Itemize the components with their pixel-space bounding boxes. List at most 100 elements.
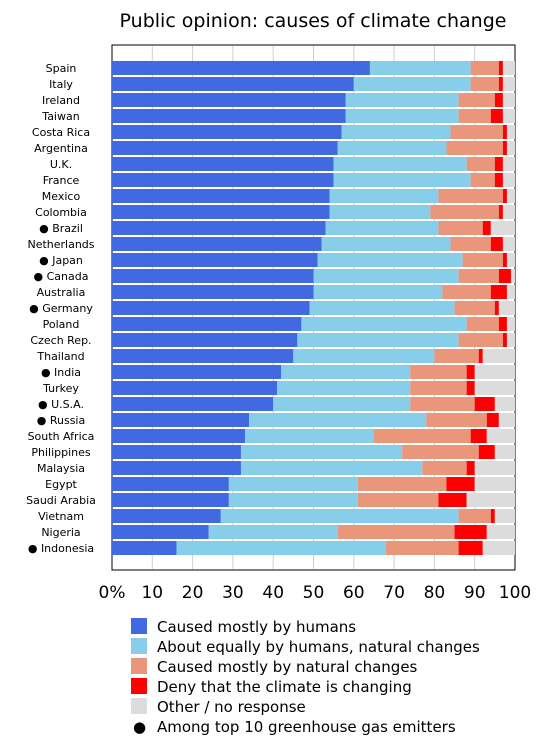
bar-segment — [112, 381, 278, 395]
bar-segment — [341, 125, 451, 139]
category-label: ● Germany — [29, 302, 93, 315]
bar-segment — [112, 93, 346, 107]
bar-segment — [494, 301, 499, 315]
bar-segment — [112, 477, 229, 491]
category-label: Mexico — [42, 190, 81, 203]
x-tick-label: 50 — [303, 583, 325, 603]
bar-segment — [494, 509, 515, 523]
bar-segment — [486, 525, 515, 539]
category-label: Italy — [49, 78, 73, 91]
bar-segment — [458, 333, 503, 347]
bar-segment — [486, 429, 515, 443]
bar-segment — [506, 253, 515, 267]
bar-segment — [462, 253, 503, 267]
bar-segment — [438, 493, 467, 507]
bar-segment — [112, 253, 318, 267]
bar-segment — [490, 221, 515, 235]
category-label: Vietnam — [38, 510, 84, 523]
bar-segment — [410, 397, 475, 411]
bar-segment — [337, 525, 455, 539]
bar-segment — [506, 317, 515, 331]
bar-segment — [506, 285, 515, 299]
bar-segment — [490, 109, 503, 123]
bar-segment — [208, 525, 338, 539]
x-axis-ticks: 0% 10 20 30 40 50 60 70 80 90 100 — [99, 583, 532, 603]
bar-segment — [422, 461, 467, 475]
category-label: ● India — [41, 366, 81, 379]
bar-segment — [438, 221, 483, 235]
bar-segment — [228, 477, 358, 491]
bar-segment — [112, 509, 221, 523]
bar-segment — [112, 397, 274, 411]
bar-segment — [112, 541, 177, 555]
bar-segment — [490, 509, 495, 523]
legend: Caused mostly by humans About equally by … — [131, 618, 480, 736]
bar-segment — [502, 205, 515, 219]
bar-segment — [321, 237, 451, 251]
bar-segment — [470, 173, 495, 187]
bar-segment — [410, 365, 467, 379]
bar-segment — [112, 429, 245, 443]
bar-segment — [112, 61, 370, 75]
legend-swatch — [131, 618, 147, 634]
bar-segment — [112, 445, 241, 459]
bar-segment — [494, 157, 503, 171]
bar-segment — [325, 221, 439, 235]
bar-segment — [498, 77, 503, 91]
bar-segment — [482, 541, 515, 555]
bar-segment — [345, 93, 459, 107]
legend-marker: ● — [133, 718, 146, 736]
bar-segment — [458, 509, 491, 523]
bar-segment — [498, 61, 503, 75]
bars — [112, 61, 515, 555]
bar-segment — [498, 317, 507, 331]
bar-segment — [430, 205, 499, 219]
x-tick-label: 70 — [383, 583, 405, 603]
bar-segment — [494, 397, 515, 411]
bar-segment — [309, 301, 455, 315]
x-tick-label: 60 — [343, 583, 365, 603]
category-label: Taiwan — [41, 110, 79, 123]
bar-segment — [498, 205, 503, 219]
x-tick-label: 40 — [262, 583, 284, 603]
category-label: Egypt — [45, 478, 77, 491]
category-label: France — [43, 174, 80, 187]
bar-segment — [228, 493, 358, 507]
bar-segment — [506, 333, 515, 347]
bar-segment — [506, 141, 515, 155]
category-label: ● Canada — [34, 270, 89, 283]
bar-segment — [333, 173, 471, 187]
bar-segment — [482, 349, 515, 363]
bar-segment — [466, 365, 475, 379]
bar-segment — [240, 461, 423, 475]
bar-segment — [112, 413, 250, 427]
bar-segment — [478, 445, 495, 459]
bar-segment — [458, 269, 499, 283]
category-label: Czech Rep. — [30, 334, 91, 347]
bar-segment — [112, 285, 314, 299]
bar-segment — [357, 493, 439, 507]
bar-segment — [510, 269, 515, 283]
bar-segment — [498, 269, 511, 283]
bar-segment — [112, 317, 302, 331]
bar-segment — [402, 445, 479, 459]
bar-segment — [373, 429, 471, 443]
legend-swatch — [131, 658, 147, 674]
bar-segment — [297, 333, 459, 347]
bar-segment — [317, 253, 463, 267]
category-label: Spain — [46, 62, 77, 75]
bar-segment — [333, 157, 467, 171]
bar-segment — [281, 365, 411, 379]
bar-segment — [301, 317, 467, 331]
bar-segment — [112, 173, 334, 187]
category-label: ● Brazil — [39, 222, 83, 235]
category-label: U.K. — [50, 158, 72, 171]
bar-segment — [112, 221, 326, 235]
bar-segment — [458, 93, 495, 107]
category-label: Colombia — [35, 206, 87, 219]
bar-segment — [502, 157, 515, 171]
bar-segment — [450, 125, 503, 139]
bar-segment — [454, 525, 487, 539]
category-label: ● Indonesia — [28, 542, 94, 555]
